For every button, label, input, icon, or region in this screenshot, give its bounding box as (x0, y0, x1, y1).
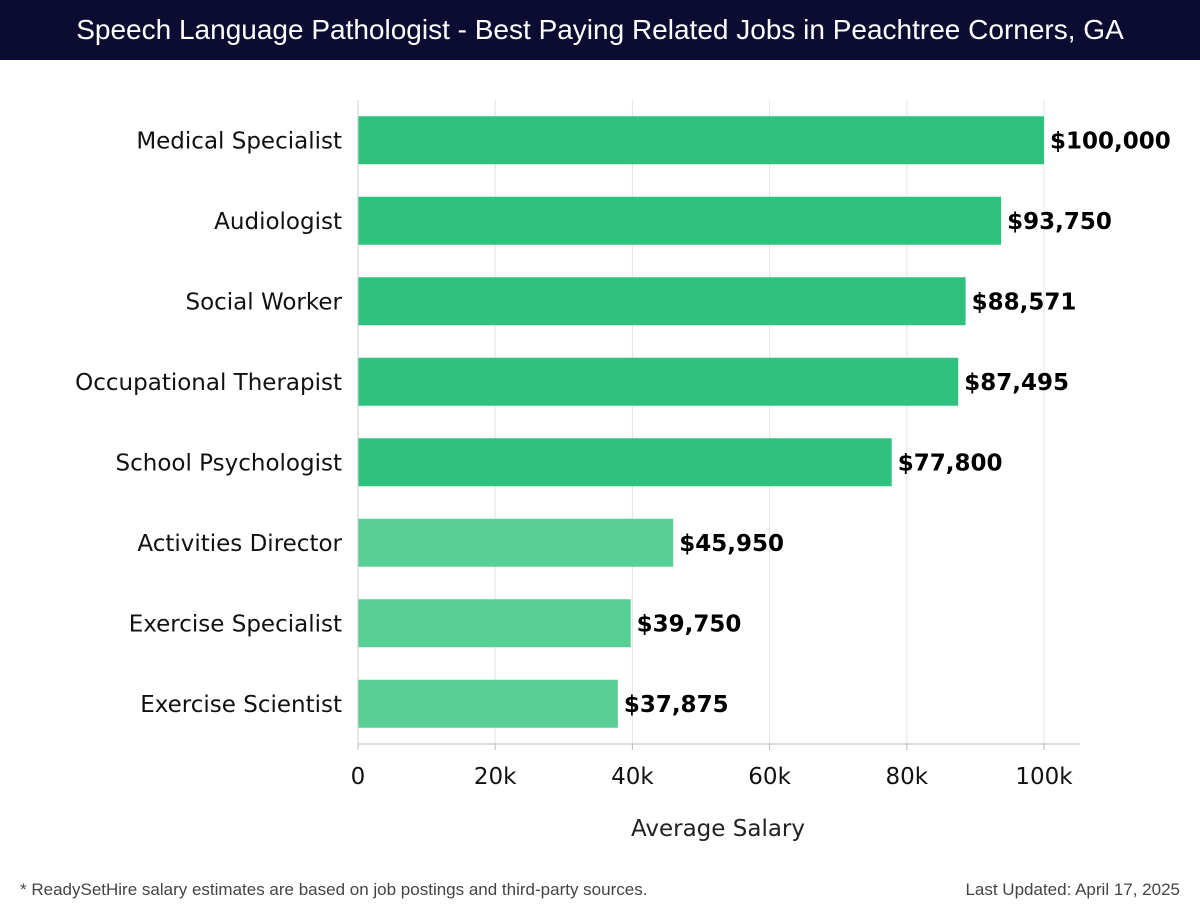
bar (358, 196, 1002, 245)
x-tick-label: 0 (351, 764, 366, 790)
bars (358, 116, 1044, 728)
value-label: $39,750 (637, 611, 742, 637)
bar (358, 679, 618, 728)
x-tick-label: 80k (886, 764, 929, 790)
x-axis-label: Average Salary (631, 816, 805, 842)
x-tick-label: 40k (611, 764, 654, 790)
x-tick-label: 60k (748, 764, 791, 790)
value-label: $37,875 (624, 692, 729, 718)
bar (358, 116, 1044, 165)
bar (358, 357, 959, 406)
bar (358, 599, 631, 648)
category-labels: Medical Specialist Audiologist Social Work… (75, 128, 342, 718)
x-tick-label: 100k (1015, 764, 1073, 790)
footer-note: * ReadySetHire salary estimates are base… (20, 880, 648, 899)
category-label: Audiologist (214, 209, 342, 235)
category-label: Medical Specialist (136, 128, 342, 154)
category-label: Social Worker (185, 289, 342, 315)
value-label: $87,495 (964, 370, 1069, 396)
category-label: Activities Director (137, 531, 342, 557)
value-label: $100,000 (1050, 128, 1171, 154)
value-label: $93,750 (1007, 209, 1112, 235)
chart-header: Speech Language Pathologist - Best Payin… (0, 0, 1200, 60)
value-label: $45,950 (679, 531, 784, 557)
last-updated: Last Updated: April 17, 2025 (965, 880, 1180, 899)
category-label: Exercise Specialist (129, 611, 342, 637)
value-labels: $100,000 $93,750 $88,571 $87,495 $77,800 $45,… (624, 128, 1171, 718)
category-label: Occupational Therapist (75, 370, 342, 396)
bar (358, 277, 966, 326)
value-label: $88,571 (972, 289, 1077, 315)
bar (358, 438, 892, 487)
x-axis: 0 20k 40k 60k 80k 100k (351, 100, 1080, 790)
chart-title: Speech Language Pathologist - Best Payin… (76, 14, 1124, 45)
category-label: Exercise Scientist (140, 692, 342, 718)
category-label: School Psychologist (116, 450, 342, 476)
salary-bar-chart: Medical Specialist Audiologist Social Work… (75, 100, 1171, 842)
bar (358, 518, 674, 567)
grid-lines (357, 100, 1045, 744)
value-label: $77,800 (898, 450, 1003, 476)
x-tick-label: 20k (474, 764, 517, 790)
